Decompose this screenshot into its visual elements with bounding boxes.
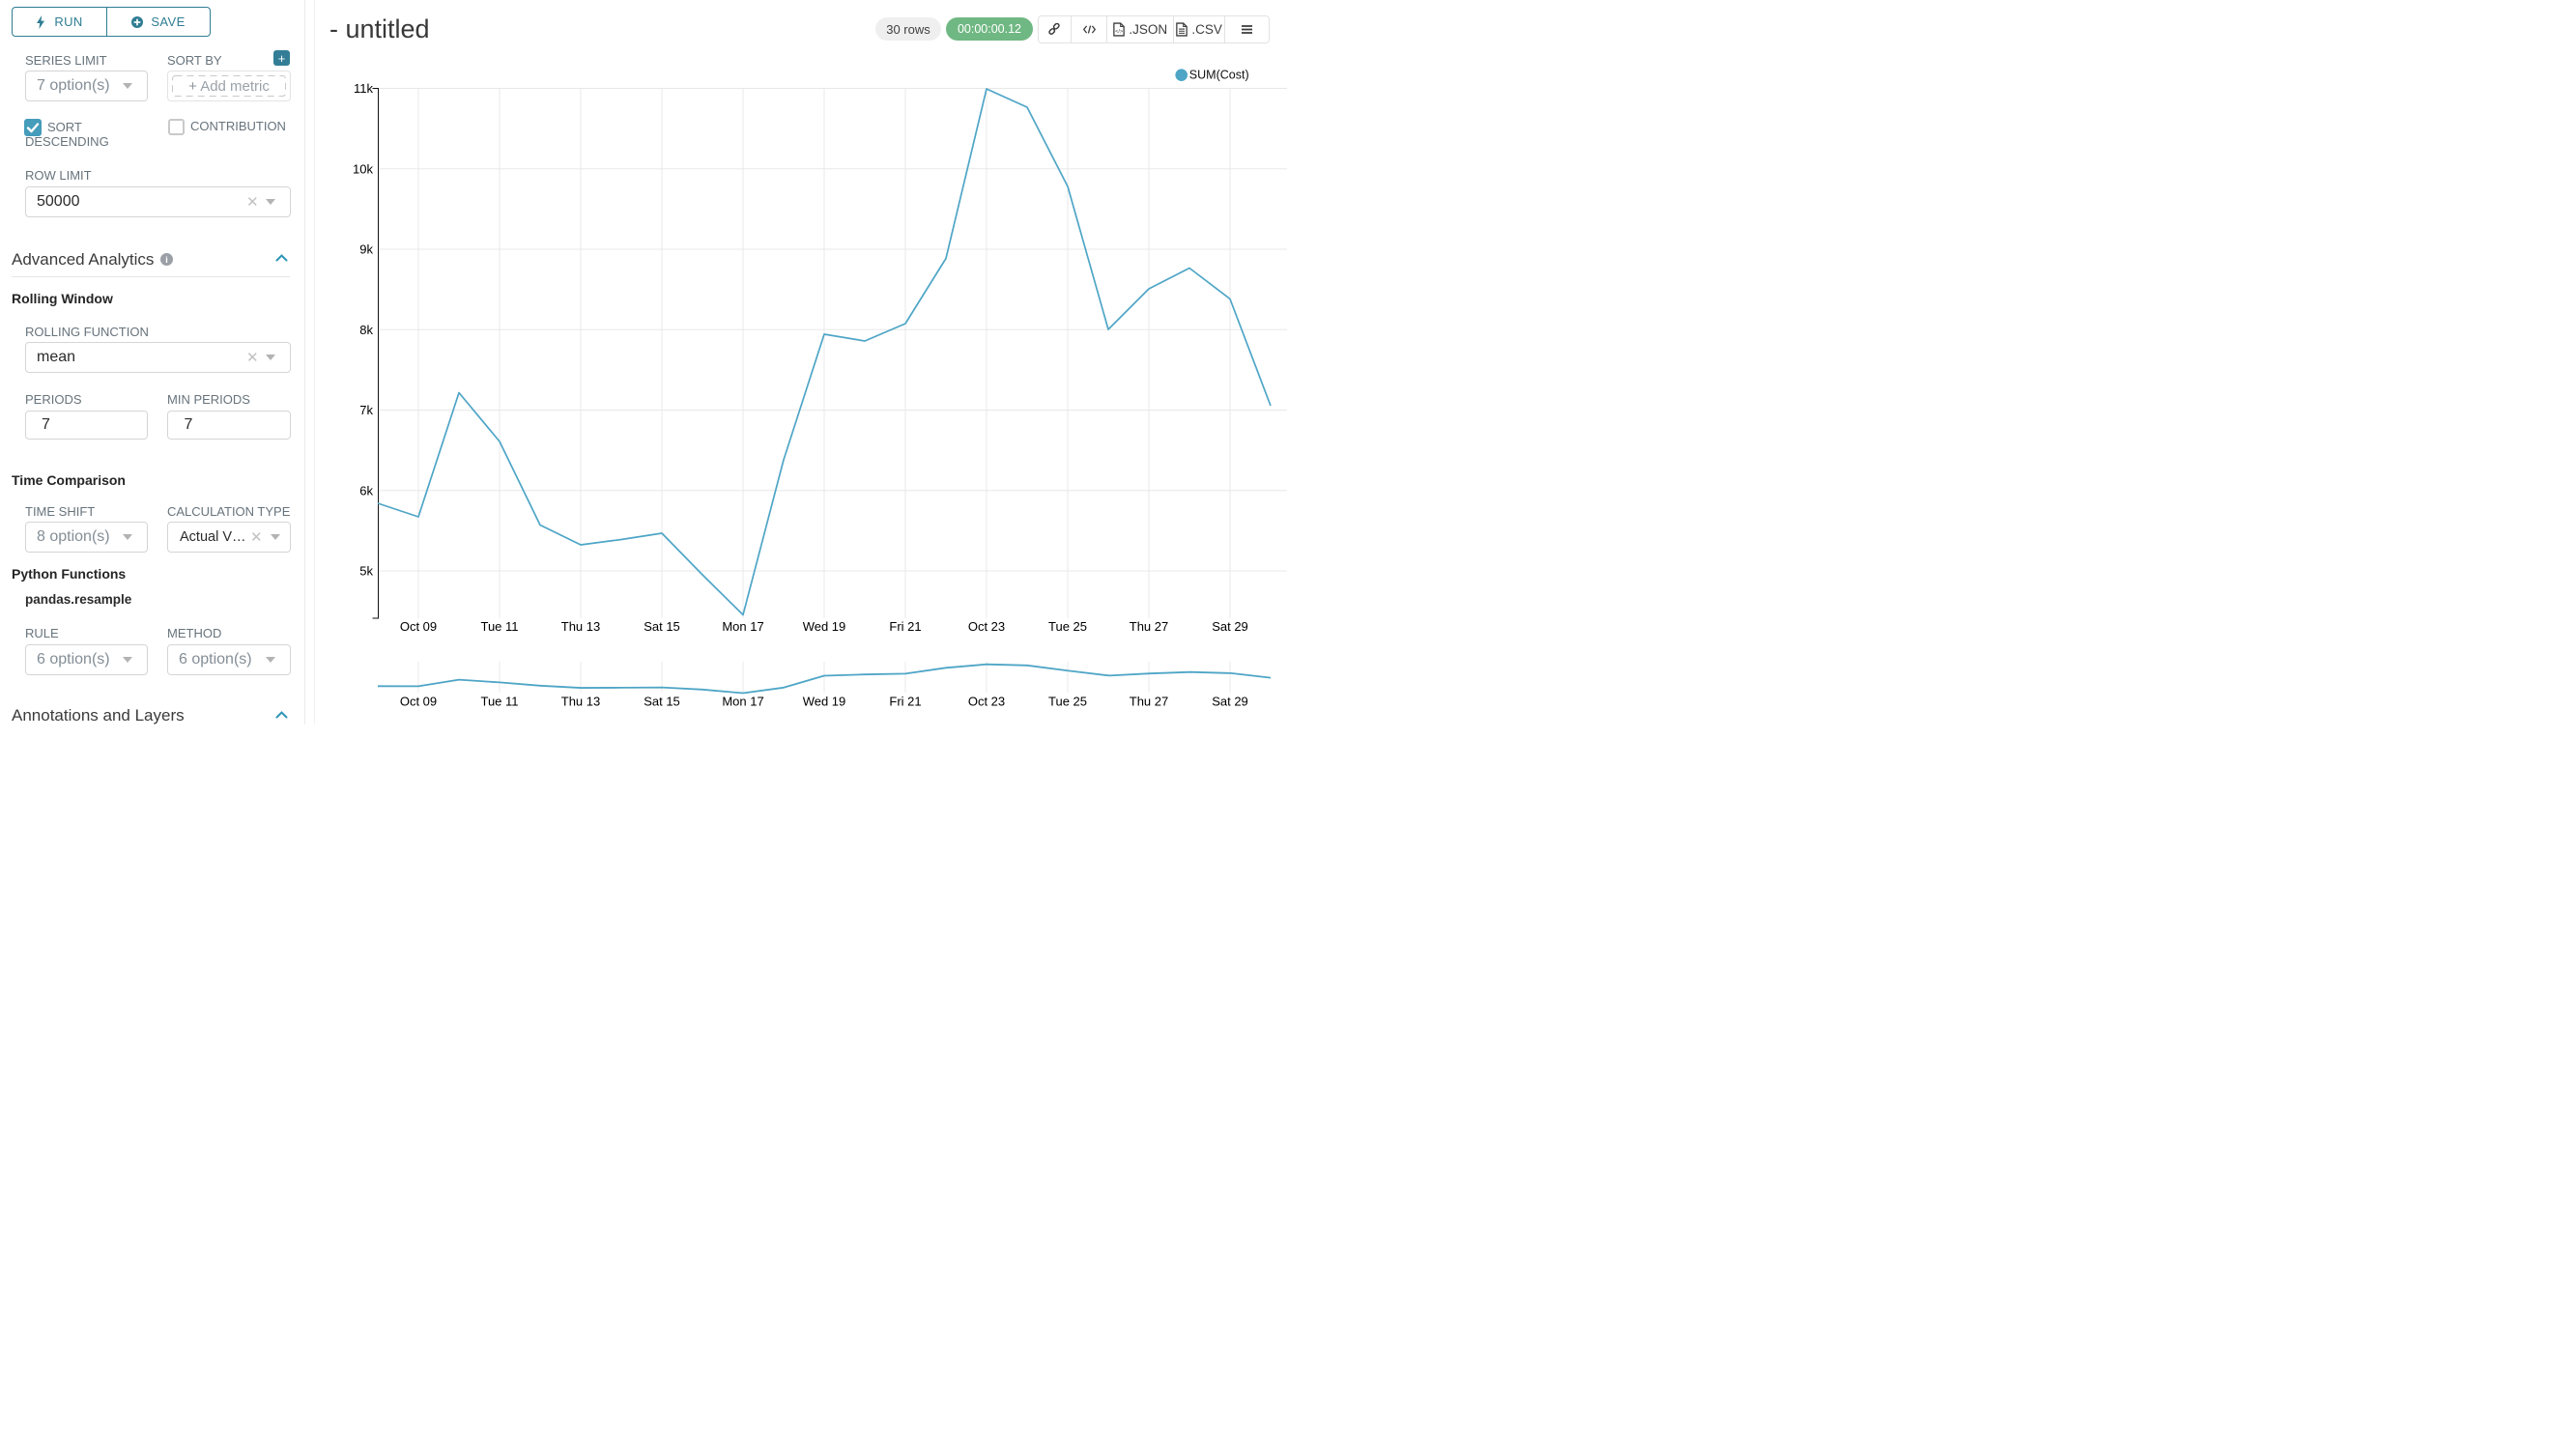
svg-text:5k: 5k (359, 564, 373, 579)
svg-text:7k: 7k (359, 403, 373, 417)
svg-text:Oct 09: Oct 09 (400, 695, 437, 709)
svg-text:11k: 11k (354, 81, 373, 96)
svg-text:Sat 15: Sat 15 (644, 619, 680, 634)
svg-text:Tue 25: Tue 25 (1048, 619, 1087, 634)
svg-text:SUM(Cost): SUM(Cost) (1189, 69, 1249, 82)
svg-text:Wed 19: Wed 19 (803, 619, 846, 634)
svg-text:Fri 21: Fri 21 (889, 695, 921, 709)
svg-text:9k: 9k (359, 242, 373, 257)
svg-text:Oct 23: Oct 23 (968, 695, 1005, 709)
svg-text:6k: 6k (359, 483, 373, 497)
svg-text:Tue 25: Tue 25 (1048, 695, 1087, 709)
svg-text:Oct 09: Oct 09 (400, 619, 437, 634)
svg-text:Thu 13: Thu 13 (561, 695, 600, 709)
svg-text:8k: 8k (359, 323, 373, 337)
svg-text:Sat 15: Sat 15 (644, 695, 680, 709)
svg-text:Mon 17: Mon 17 (722, 619, 763, 634)
svg-text:Tue 11: Tue 11 (480, 695, 518, 709)
svg-text:Mon 17: Mon 17 (722, 695, 763, 709)
svg-text:Fri 21: Fri 21 (889, 619, 921, 634)
svg-text:Tue 11: Tue 11 (480, 619, 518, 634)
svg-text:10k: 10k (353, 161, 373, 176)
svg-text:Sat 29: Sat 29 (1212, 695, 1248, 709)
svg-text:Wed 19: Wed 19 (803, 695, 846, 709)
svg-text:Thu 13: Thu 13 (561, 619, 600, 634)
svg-text:Thu 27: Thu 27 (1130, 695, 1168, 709)
svg-text:Oct 23: Oct 23 (968, 619, 1005, 634)
svg-text:</>: </> (1116, 29, 1124, 35)
svg-text:Sat 29: Sat 29 (1212, 619, 1248, 634)
svg-text:Thu 27: Thu 27 (1130, 619, 1168, 634)
